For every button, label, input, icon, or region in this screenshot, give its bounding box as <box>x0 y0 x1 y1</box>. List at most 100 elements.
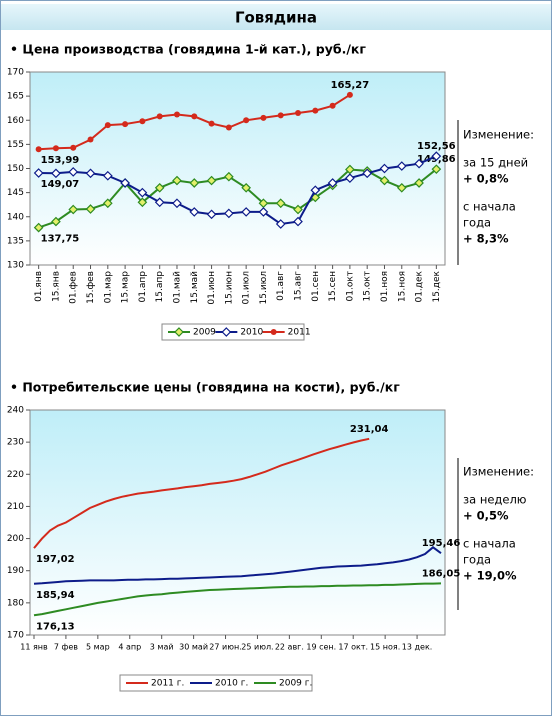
marker <box>68 167 79 177</box>
x-tick-label: 15.фев <box>86 271 96 304</box>
side-note: + 0,5% <box>463 509 509 523</box>
marker <box>87 136 94 143</box>
marker <box>293 204 303 215</box>
marker <box>346 91 353 98</box>
marker <box>241 182 251 193</box>
y-tick-label: 155 <box>7 140 24 150</box>
x-tick-label: 17 окт. <box>338 643 368 652</box>
marker <box>270 329 277 335</box>
y-tick-label: 180 <box>7 598 24 608</box>
marker <box>379 175 390 186</box>
marker <box>221 327 232 337</box>
legend-label: 2010 г. <box>215 679 248 689</box>
marker <box>52 145 59 152</box>
marker <box>137 187 148 198</box>
data-label: 153,99 <box>41 155 80 166</box>
marker <box>362 168 373 179</box>
data-label: 197,02 <box>36 554 75 565</box>
marker <box>312 107 319 114</box>
marker <box>122 121 129 128</box>
marker <box>85 168 96 179</box>
side-note: с начала <box>463 537 516 551</box>
y-tick-label: 220 <box>7 470 24 480</box>
side-note: + 8,3% <box>463 232 509 246</box>
y-tick-label: 165 <box>7 92 24 102</box>
x-tick-label: 01.мар <box>103 271 113 304</box>
y-tick-label: 135 <box>7 236 24 246</box>
side-note: + 19,0% <box>463 569 517 583</box>
series-line <box>33 546 442 585</box>
data-label: 186,05 <box>422 568 461 579</box>
legend-label: 2011 г. <box>151 679 184 689</box>
legend-label: 2009 <box>193 328 216 338</box>
x-tick-label: 01.ноя <box>380 271 390 302</box>
y-tick-label: 170 <box>7 68 24 78</box>
series-line <box>33 437 370 549</box>
marker <box>277 112 284 119</box>
x-tick-label: 11 янв <box>20 643 48 652</box>
x-tick-label: 01.дек <box>415 270 425 302</box>
side-note: + 0,8% <box>463 172 509 186</box>
marker <box>51 216 61 227</box>
x-tick-label: 19 сен. <box>306 643 336 652</box>
side-note: за 15 дней <box>463 156 528 170</box>
x-tick-label: 3 май <box>150 643 174 652</box>
marker <box>70 144 77 151</box>
marker <box>104 122 111 129</box>
marker <box>414 158 424 169</box>
chart-title: • Цена производства (говядина 1-й кат.),… <box>10 42 366 57</box>
marker <box>206 209 217 220</box>
x-tick-label: 15.мар <box>121 271 131 304</box>
marker <box>154 197 165 208</box>
marker <box>396 182 407 193</box>
marker <box>102 198 113 209</box>
y-tick-label: 230 <box>7 438 24 448</box>
marker <box>414 178 424 188</box>
data-label: 149,07 <box>41 179 80 190</box>
side-note: года <box>463 553 491 567</box>
x-tick-label: 01.окт <box>345 271 355 302</box>
legend-label: 2010 <box>240 328 263 338</box>
side-note: за неделю <box>463 493 527 507</box>
marker <box>396 161 407 171</box>
header-bar <box>1 4 551 30</box>
data-label: 176,13 <box>36 621 75 632</box>
x-tick-label: 01.сен <box>311 271 321 302</box>
marker <box>206 175 217 186</box>
x-tick-label: 5 мар <box>86 643 110 652</box>
marker <box>275 198 286 209</box>
marker <box>431 151 442 161</box>
marker <box>189 207 200 217</box>
x-tick-label: 25 июл. <box>241 643 273 652</box>
y-tick-label: 130 <box>7 261 24 271</box>
marker <box>137 197 148 208</box>
marker <box>224 208 234 219</box>
data-label: 137,75 <box>41 234 80 245</box>
series-line <box>33 582 442 617</box>
chart-title: • Потребительские цены (говядина на кост… <box>10 380 400 395</box>
marker <box>33 222 44 233</box>
x-tick-label: 15.ноя <box>397 271 407 302</box>
x-tick-label: 15.май <box>190 271 200 304</box>
x-tick-label: 27 июн. <box>209 643 241 652</box>
x-tick-label: 01.янв <box>34 271 44 302</box>
x-tick-label: 15.сен <box>328 271 338 302</box>
legend-box <box>119 674 313 692</box>
marker <box>33 168 44 178</box>
marker <box>295 110 302 117</box>
x-tick-label: 01.апр <box>138 271 148 303</box>
side-note: Изменение: <box>463 128 534 142</box>
plot-area <box>29 71 446 266</box>
x-tick-label: 15.апр <box>155 271 165 303</box>
marker <box>208 120 215 127</box>
x-tick-label: 15 ноя. <box>370 643 400 652</box>
marker <box>260 114 267 121</box>
data-label: 185,94 <box>36 590 75 601</box>
data-label: 152,56 <box>417 141 456 152</box>
plot-area <box>29 409 446 636</box>
y-tick-label: 210 <box>7 502 24 512</box>
marker <box>241 207 251 217</box>
y-tick-label: 200 <box>7 534 24 544</box>
marker <box>139 118 146 125</box>
